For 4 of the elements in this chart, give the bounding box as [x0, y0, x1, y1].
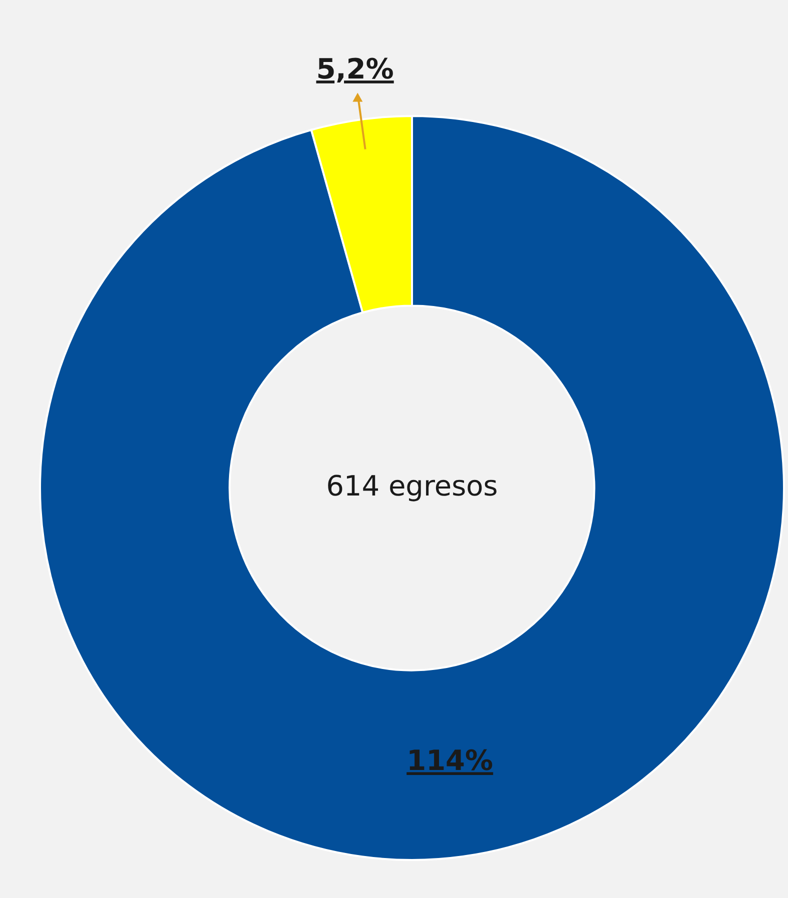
- donut-slice: [39, 115, 785, 860]
- data-label: 114%: [406, 744, 494, 778]
- data-label: 5,2%: [316, 52, 394, 86]
- text: 614 egresos: [326, 470, 498, 503]
